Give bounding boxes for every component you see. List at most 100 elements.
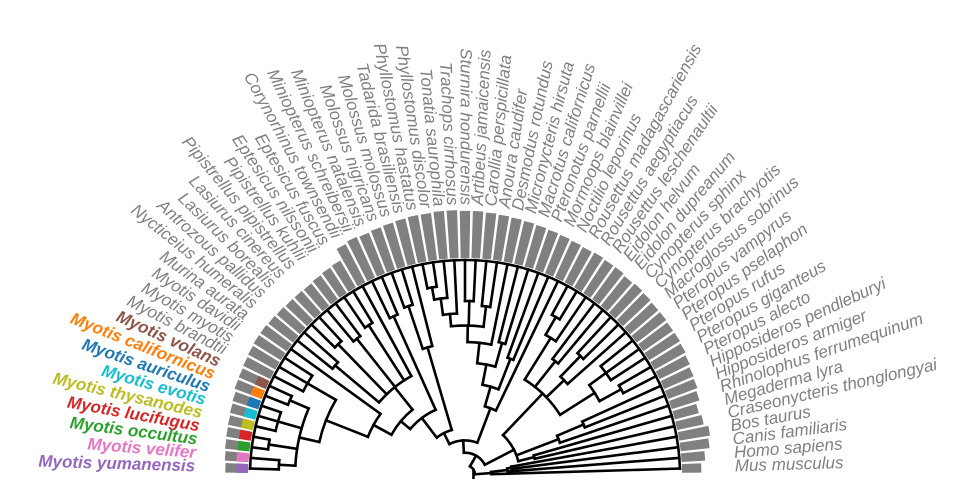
branch-segment (442, 259, 449, 300)
branch-segment (557, 289, 579, 322)
trait-bar (248, 345, 280, 370)
branch-segment (475, 341, 481, 365)
branch-segment (360, 284, 414, 378)
trait-bar (285, 298, 314, 327)
trait-bar (609, 283, 643, 319)
branch-arc (449, 324, 485, 329)
branch-segment (510, 445, 680, 471)
branch-segment (342, 295, 367, 330)
branch-segment (581, 322, 621, 361)
highlight-swatch (236, 463, 249, 474)
trait-bar (276, 307, 306, 335)
branch-segment (550, 301, 597, 361)
branch-segment (490, 467, 682, 476)
trait-bar (545, 234, 570, 277)
branch-segment (467, 299, 471, 327)
trait-bar (420, 213, 438, 262)
tip-label: Mus musculus (735, 453, 845, 475)
branch-segment (366, 323, 406, 383)
trait-bar (336, 244, 366, 287)
trait-bar (668, 391, 700, 410)
trait-bar (370, 227, 396, 273)
branch-segment (390, 271, 406, 310)
branch-segment (398, 419, 413, 431)
branch-segment (555, 422, 586, 438)
highlight-swatch (238, 429, 253, 441)
branch-segment (325, 308, 356, 344)
branch-segment (448, 312, 453, 328)
branch-segment (604, 347, 641, 375)
branch-arc (522, 377, 562, 417)
branch-segment (483, 447, 516, 467)
branch-segment (493, 341, 504, 369)
branch-segment (430, 285, 436, 302)
branch-arc (462, 451, 487, 467)
branch-segment (503, 267, 530, 346)
branch-arc (501, 433, 520, 463)
trait-bar (672, 403, 699, 420)
branch-segment (514, 437, 561, 457)
highlight-swatch (254, 375, 270, 390)
trait-bar (382, 222, 406, 269)
branch-segment (533, 359, 558, 389)
highlight-swatch (240, 418, 255, 431)
highlight-swatch (243, 407, 258, 420)
branch-segment (305, 381, 338, 402)
branch-segment (391, 314, 438, 412)
trait-bar (331, 260, 356, 292)
trait-bar (675, 414, 704, 430)
branch-segment (256, 414, 280, 424)
trait-bar (660, 367, 694, 389)
trait-bar (574, 252, 604, 292)
highlight-swatch (236, 452, 250, 463)
trait-bar (534, 229, 559, 273)
branch-segment (354, 336, 397, 389)
branch-arc (402, 303, 415, 310)
trait-bar (303, 283, 330, 312)
branch-segment (351, 289, 375, 325)
trait-bars (224, 210, 711, 473)
trait-bar (564, 247, 592, 287)
branch-arc (366, 412, 383, 439)
trait-bar (294, 290, 321, 319)
branch-segment (506, 456, 681, 473)
branch-segment (482, 304, 488, 329)
branch-segment (249, 456, 281, 462)
branch-segment (248, 467, 281, 471)
trait-bar (514, 220, 535, 266)
branch-segment (392, 385, 415, 412)
branch-segment (421, 262, 429, 290)
branch-segment (565, 330, 628, 386)
branch-segment (472, 258, 478, 303)
branch-segment (371, 423, 394, 437)
trait-bar (600, 276, 633, 312)
branch-arc (266, 438, 272, 451)
branch-segment (533, 424, 676, 461)
branch-arc (317, 398, 338, 444)
branch-segment (575, 315, 613, 356)
branch-segment (297, 435, 321, 444)
branch-segment (489, 468, 509, 474)
trait-bar (268, 315, 299, 343)
branch-arc (425, 285, 439, 290)
trait-bar (359, 232, 385, 277)
branch-segment (473, 471, 493, 476)
branch-segment (580, 384, 663, 424)
branch-segment (251, 435, 272, 442)
branch-segment (480, 363, 488, 387)
trait-bar (433, 210, 448, 260)
trait-bar (616, 292, 651, 327)
branch-segment (406, 304, 425, 351)
branch-segment (267, 443, 299, 451)
branch-segment (442, 431, 452, 446)
trait-bar (665, 378, 698, 399)
branch-segment (511, 275, 550, 362)
branch-segment (558, 391, 597, 417)
trait-bar (583, 259, 614, 298)
trait-bar (459, 210, 471, 259)
branch-segment (431, 260, 439, 289)
trait-bar (260, 325, 292, 352)
trait-bar (638, 322, 674, 352)
trait-bar (471, 210, 484, 259)
